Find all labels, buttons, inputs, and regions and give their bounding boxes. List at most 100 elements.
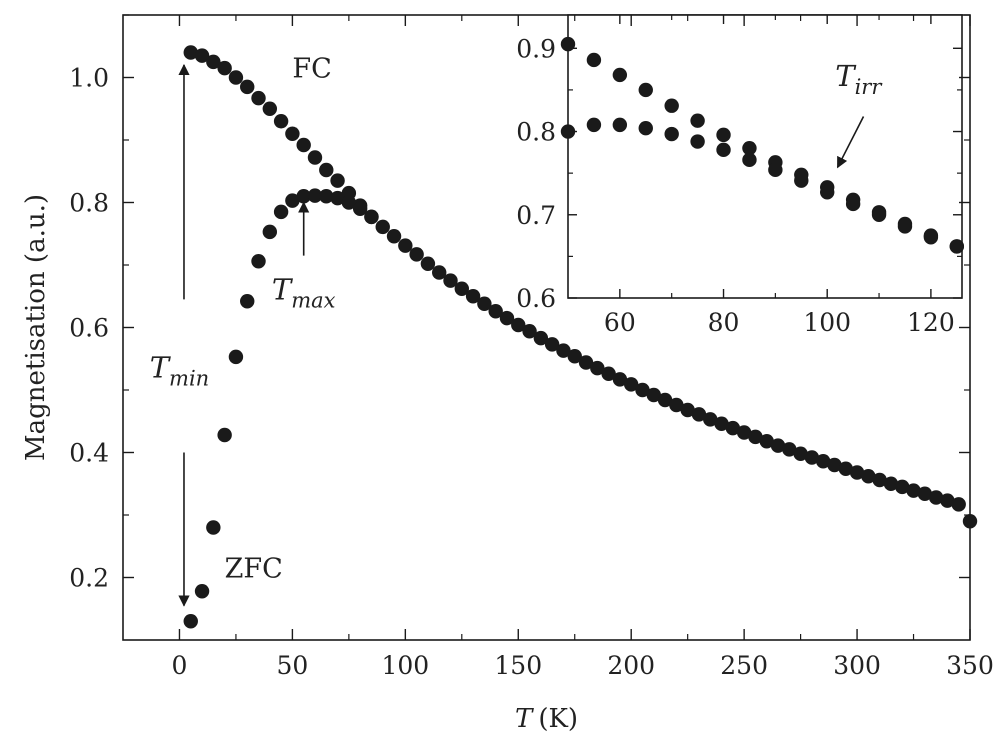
main-fc-point bbox=[703, 412, 718, 427]
inset-zfc-point bbox=[949, 239, 965, 254]
main-fc-point bbox=[533, 330, 549, 346]
main-fc-point bbox=[454, 281, 469, 296]
inset-x-tick-label: 120 bbox=[907, 308, 955, 337]
main-fc-point bbox=[770, 438, 786, 453]
main-fc-point bbox=[206, 54, 221, 70]
main-zfc-point bbox=[251, 254, 266, 269]
main-x-tick-label: 150 bbox=[494, 651, 542, 680]
main-zfc-point bbox=[364, 209, 379, 225]
main-fc-point bbox=[228, 70, 244, 85]
main-fc-point bbox=[465, 289, 481, 304]
main-fc-point bbox=[657, 392, 673, 408]
main-fc-point bbox=[691, 407, 707, 422]
main-y-tick-label: 0.4 bbox=[69, 439, 109, 468]
main-zfc-point bbox=[296, 189, 311, 204]
main-fc-point bbox=[793, 446, 808, 461]
main-fc-point bbox=[849, 465, 865, 480]
main-fc-point bbox=[330, 173, 345, 188]
main-fc-point bbox=[669, 397, 684, 413]
inset-y-tick-label: 0.8 bbox=[516, 118, 556, 147]
main-zfc-point bbox=[194, 584, 210, 599]
main-fc-point bbox=[375, 219, 390, 235]
main-fc-point bbox=[511, 317, 526, 333]
label-t-min: Tmin bbox=[150, 351, 210, 391]
main-x-tick-label: 200 bbox=[607, 651, 655, 680]
main-fc-point bbox=[420, 256, 436, 271]
main-y-tick-label: 1.0 bbox=[69, 64, 109, 93]
inset-zfc-point bbox=[716, 142, 731, 158]
main-zfc-point bbox=[319, 189, 334, 204]
main-y-tick-label: 0.2 bbox=[69, 564, 109, 593]
inset-fc-point bbox=[560, 36, 576, 52]
main-fc-point bbox=[251, 90, 266, 106]
main-fc-point bbox=[714, 416, 729, 431]
main-fc-point bbox=[601, 366, 616, 381]
inset-y-tick-label: 0.7 bbox=[516, 201, 556, 230]
main-fc-point bbox=[917, 486, 933, 501]
main-fc-point bbox=[398, 238, 413, 253]
label-t-max: Tmax bbox=[272, 272, 336, 312]
inset-zfc-point bbox=[897, 219, 913, 234]
inset-x-tick-label: 100 bbox=[803, 308, 851, 337]
inset-y-tick-label: 0.9 bbox=[516, 34, 556, 63]
main-fc-point bbox=[386, 229, 402, 244]
main-x-tick-label: 350 bbox=[946, 651, 994, 680]
main-fc-point bbox=[443, 273, 458, 288]
main-zfc-point bbox=[307, 188, 323, 203]
main-fc-point bbox=[590, 360, 605, 376]
main-fc-point bbox=[273, 114, 289, 129]
main-fc-point bbox=[895, 479, 910, 495]
inset-x-tick-label: 60 bbox=[604, 308, 636, 337]
inset-fc-point bbox=[586, 52, 602, 68]
main-fc-point bbox=[488, 304, 503, 319]
main-x-tick-label: 300 bbox=[833, 651, 881, 680]
main-zfc-point bbox=[341, 195, 357, 210]
inset-fc-point bbox=[716, 127, 731, 143]
inset-zfc-point bbox=[871, 207, 887, 222]
inset-x-tick-label: 80 bbox=[708, 308, 740, 337]
inset-fc-point bbox=[612, 67, 628, 83]
main-fc-point bbox=[285, 126, 300, 141]
main-fc-point bbox=[736, 425, 752, 440]
inset-zfc-point bbox=[794, 173, 809, 188]
main-fc-point bbox=[556, 343, 571, 358]
main-fc-point bbox=[759, 434, 774, 449]
x-axis-title: T (K) bbox=[515, 704, 578, 734]
main-fc-point bbox=[624, 377, 639, 392]
main-fc-point bbox=[838, 461, 853, 476]
inset-fc-point bbox=[690, 113, 705, 128]
main-fc-point bbox=[307, 150, 323, 165]
main-fc-point bbox=[635, 382, 650, 398]
y-axis-title: Magnetisation (a.u.) bbox=[21, 194, 51, 461]
main-zfc-point bbox=[273, 204, 289, 220]
main-fc-point bbox=[748, 429, 763, 445]
main-fc-point bbox=[240, 79, 255, 95]
main-fc-point bbox=[646, 387, 661, 403]
inset-frame bbox=[567, 14, 963, 299]
main-fc-point bbox=[522, 324, 537, 339]
main-fc-point bbox=[194, 48, 210, 63]
inset-zfc-point bbox=[612, 117, 628, 133]
main-x-tick-label: 100 bbox=[381, 651, 429, 680]
main-fc-point bbox=[262, 101, 278, 116]
main-fc-point bbox=[725, 420, 741, 436]
main-x-tick-label: 50 bbox=[276, 651, 308, 680]
main-fc-point bbox=[928, 490, 944, 505]
main-zfc-point bbox=[183, 614, 198, 629]
inset-zfc-point bbox=[768, 162, 783, 178]
main-fc-point bbox=[804, 450, 820, 465]
main-fc-point bbox=[906, 483, 921, 498]
main-zfc-point bbox=[206, 520, 221, 535]
main-fc-point bbox=[883, 476, 899, 491]
main-fc-point bbox=[544, 337, 560, 352]
main-fc-point bbox=[872, 472, 887, 488]
inset-zfc-point bbox=[586, 117, 602, 133]
main-fc-point bbox=[815, 454, 831, 469]
inset-zfc-point bbox=[638, 121, 653, 136]
inset-zfc-point bbox=[560, 124, 576, 139]
main-fc-point bbox=[567, 349, 582, 364]
inset-zfc-point bbox=[690, 134, 705, 149]
main-x-tick-label: 250 bbox=[720, 651, 768, 680]
